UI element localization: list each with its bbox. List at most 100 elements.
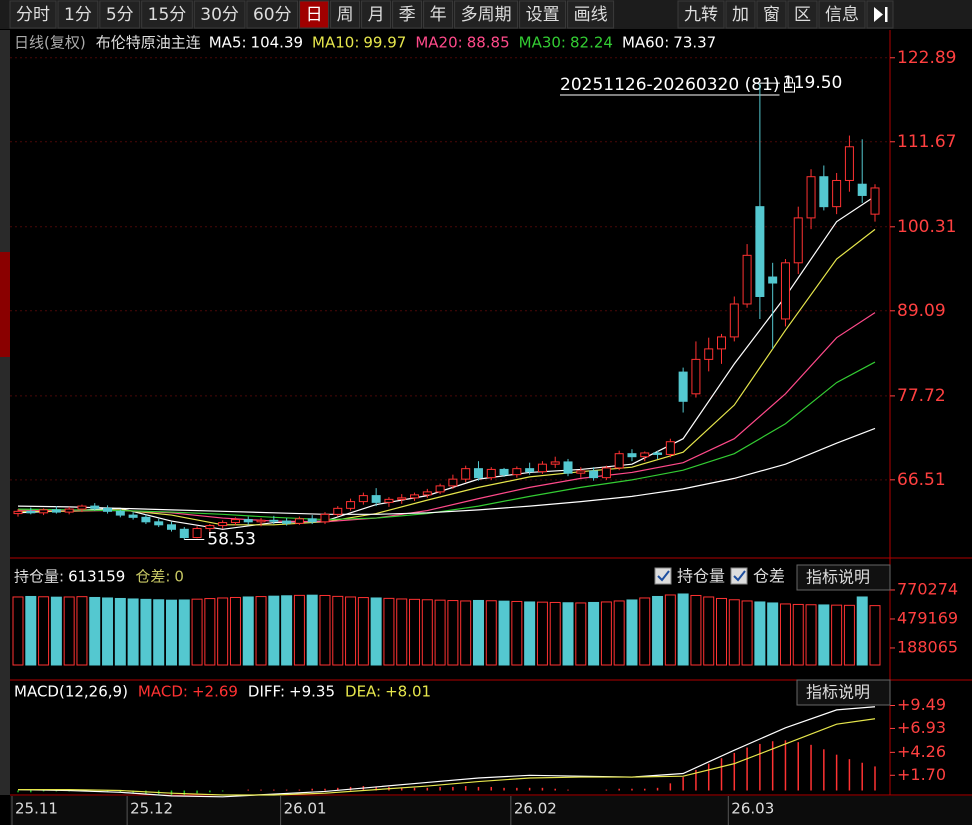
- checkbox[interactable]: [654, 567, 672, 585]
- toolbar-button-label[interactable]: 窗: [763, 5, 780, 25]
- toolbar-button[interactable]: [99, 0, 141, 29]
- toolbar-button-label[interactable]: 季: [399, 5, 416, 25]
- toolbar-button-label[interactable]: 多周期: [461, 5, 512, 25]
- time-axis: [10, 796, 972, 825]
- y-tick-label: 122.89: [897, 48, 956, 68]
- toolbar-button[interactable]: [787, 0, 818, 29]
- toolbar-button-label[interactable]: 1分: [64, 5, 92, 25]
- candle-body: [857, 183, 867, 196]
- oi-bar: [613, 600, 625, 666]
- oi-bar: [76, 596, 88, 666]
- candle-body: [499, 468, 509, 476]
- candle-body: [13, 510, 23, 515]
- toolbar-button[interactable]: [677, 0, 725, 29]
- toolbar-button[interactable]: [818, 0, 866, 29]
- oi-bar: [370, 597, 382, 666]
- oi-bar: [25, 595, 37, 666]
- toolbar-button-label[interactable]: 周: [337, 5, 354, 25]
- legend-name: MA60:: [622, 34, 669, 52]
- oi-bar: [165, 599, 177, 666]
- toolbar-button[interactable]: [756, 0, 787, 29]
- x-tick-label: 26.02: [514, 800, 557, 818]
- toolbar-button-label[interactable]: 区: [794, 5, 811, 25]
- oi-bar: [63, 596, 75, 666]
- toolbar-button-label[interactable]: 5分: [106, 5, 134, 25]
- toolbar-button[interactable]: [141, 0, 193, 29]
- candle-body: [461, 468, 471, 480]
- help-button-label[interactable]: 指标说明: [806, 568, 870, 587]
- toolbar-button[interactable]: [567, 0, 615, 29]
- candle-body: [717, 336, 727, 350]
- side-tab-active: [0, 252, 10, 357]
- toolbar-button-label[interactable]: 日: [306, 5, 323, 25]
- toolbar-button-label[interactable]: 30分: [200, 5, 239, 25]
- toolbar-button[interactable]: [9, 0, 57, 29]
- toolbar-button-label[interactable]: 画线: [574, 5, 608, 25]
- toolbar-button[interactable]: [57, 0, 99, 29]
- toolbar-button-label[interactable]: 月: [368, 5, 385, 25]
- oi-bar: [792, 603, 804, 666]
- annotation-label: 58.53: [207, 530, 256, 550]
- checkbox-label[interactable]: 仓差: [753, 567, 785, 586]
- toolbar-button-label[interactable]: 信息: [825, 5, 859, 25]
- panel-title: MACD(12,26,9): [14, 683, 128, 701]
- oi-bar: [575, 602, 587, 666]
- oi-bar: [639, 597, 651, 666]
- toolbar-button[interactable]: [392, 0, 423, 29]
- toolbar-button[interactable]: [454, 0, 519, 29]
- candle-body: [397, 497, 407, 500]
- x-tick-label: 26.03: [731, 800, 774, 818]
- toolbar-button[interactable]: [330, 0, 361, 29]
- oi-bar: [460, 600, 472, 666]
- x-tick-label: 25.11: [15, 800, 58, 818]
- macd-line: [17, 706, 876, 798]
- candle-body: [486, 468, 496, 479]
- oi-bar: [396, 598, 408, 666]
- toolbar-button-label[interactable]: 加: [732, 5, 749, 25]
- oi-bar: [536, 601, 548, 666]
- help-button[interactable]: [796, 564, 891, 591]
- toolbar-button[interactable]: [361, 0, 392, 29]
- oi-bar: [677, 593, 689, 666]
- oi-bar: [728, 599, 740, 666]
- candle-body: [563, 461, 573, 474]
- help-button[interactable]: [796, 679, 891, 706]
- checkbox-label[interactable]: 持仓量: [677, 567, 725, 586]
- oi-bar: [498, 600, 510, 666]
- toolbar-button-label[interactable]: 分时: [16, 5, 50, 25]
- oi-bar: [383, 597, 395, 666]
- help-button-label[interactable]: 指标说明: [806, 683, 870, 702]
- y-tick-label: 770274: [897, 579, 958, 598]
- lock-icon: [784, 82, 795, 93]
- candle-body: [473, 468, 483, 479]
- oi-bar: [434, 599, 446, 666]
- legend-value: 88.85: [467, 34, 510, 52]
- toolbar-button[interactable]: [423, 0, 454, 29]
- toolbar-button-label[interactable]: 设置: [526, 5, 560, 25]
- toolbar-button[interactable]: [193, 0, 246, 29]
- y-tick-label: +1.70: [897, 765, 946, 784]
- oi-bar: [178, 599, 190, 666]
- candle-body: [51, 509, 61, 513]
- toolbar-icon-end[interactable]: [866, 0, 894, 29]
- lock-icon: [786, 76, 793, 83]
- toolbar-button[interactable]: [519, 0, 567, 29]
- oi-bar: [447, 600, 459, 666]
- toolbar-button-label[interactable]: 60分: [253, 5, 292, 25]
- candle-body: [832, 179, 842, 208]
- toolbar-button-label[interactable]: 年: [430, 5, 447, 25]
- candle-body: [448, 478, 458, 487]
- toolbar-button[interactable]: [246, 0, 299, 29]
- oi-bar: [409, 598, 421, 666]
- oi-bar: [140, 598, 152, 666]
- toolbar-button[interactable]: [725, 0, 756, 29]
- candle-body: [77, 505, 87, 510]
- oi-bar: [89, 596, 101, 666]
- oi-bar: [50, 596, 62, 666]
- candle-body: [512, 468, 522, 476]
- toolbar-button-label[interactable]: 15分: [148, 5, 187, 25]
- oi-bar: [767, 602, 779, 666]
- toolbar-button[interactable]: [299, 0, 330, 29]
- toolbar-button-label[interactable]: 九转: [684, 5, 718, 25]
- checkbox[interactable]: [730, 567, 748, 585]
